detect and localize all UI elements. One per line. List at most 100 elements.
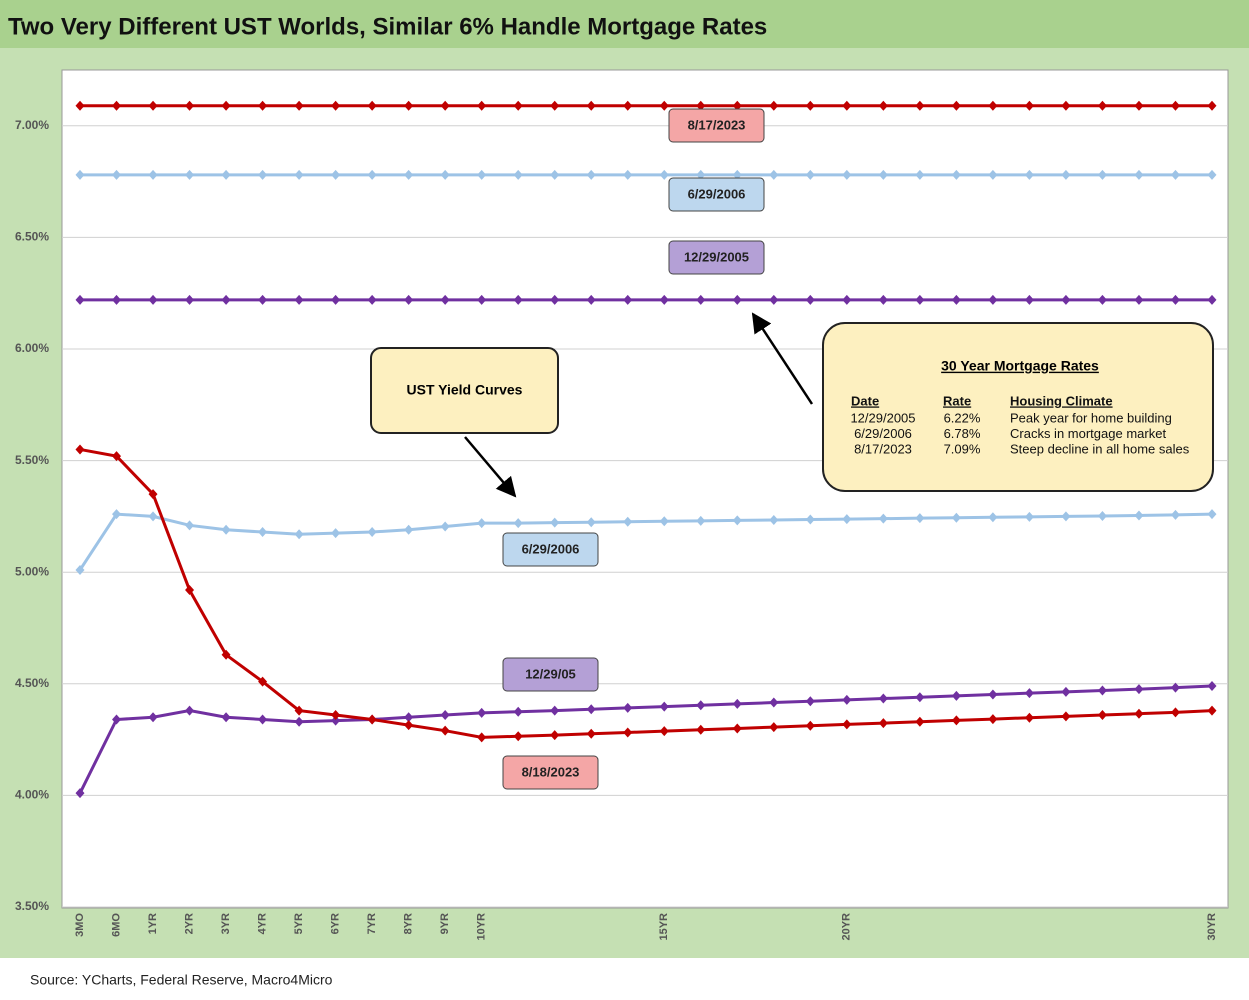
point-marker [221,100,231,111]
point-marker [623,702,633,713]
x-tick-label: 3MO [74,913,86,937]
point-marker [586,169,596,180]
point-marker [988,100,998,111]
point-marker [75,169,85,180]
point-marker [623,100,633,111]
point-marker [550,294,560,305]
point-marker [221,712,231,723]
point-marker [878,100,888,111]
point-marker [75,444,85,455]
point-marker [148,489,158,500]
point-marker [623,727,633,738]
point-marker [988,294,998,305]
series-line [79,447,1213,739]
point-marker [1170,682,1180,693]
point-marker [112,100,122,111]
series-label: 12/29/05 [525,666,576,681]
point-marker [331,169,341,180]
point-marker [367,100,377,111]
point-marker [367,169,377,180]
point-marker [112,714,122,725]
point-marker [878,513,888,524]
series-label-box [502,657,599,692]
point-marker [1024,294,1034,305]
point-marker [440,169,450,180]
point-marker [258,100,268,111]
point-marker [404,524,414,535]
point-marker [842,169,852,180]
point-marker [148,169,158,180]
point-marker [951,512,961,523]
point-marker [185,100,195,111]
series-label-box [668,108,765,143]
point-marker [148,100,158,111]
point-marker [112,509,122,520]
series-line [78,512,1213,571]
point-marker [1024,511,1034,522]
point-marker [477,518,487,529]
point-marker [1097,100,1107,111]
point-marker [878,294,888,305]
series-label-box [502,532,599,567]
info-header: Housing Climate [1010,393,1113,408]
x-tick-label: 1YR [147,913,159,934]
point-marker [550,100,560,111]
point-marker [659,701,669,712]
point-marker [1207,294,1217,305]
point-marker [915,100,925,111]
point-marker [1061,169,1071,180]
point-marker [732,515,742,526]
info-title: 30 Year Mortgage Rates [941,358,1099,374]
point-marker [1097,294,1107,305]
point-marker [331,710,341,721]
point-marker [951,169,961,180]
y-tick-label: 4.50% [15,676,49,690]
point-marker [1170,509,1180,520]
point-marker [1024,100,1034,111]
point-marker [1097,510,1107,521]
point-marker [915,513,925,524]
x-tick-label: 7YR [366,913,378,934]
source: Source: YCharts, Federal Reserve, Macro4… [30,972,333,988]
point-marker [331,715,341,726]
point-marker [915,692,925,703]
point-marker [148,511,158,522]
point-marker [331,528,341,539]
y-tick-label: 7.00% [15,118,49,132]
point-marker [769,169,779,180]
point-marker [915,294,925,305]
point-marker [1061,294,1071,305]
y-tick-label: 5.50% [15,453,49,467]
arrow [464,436,517,498]
point-marker [221,649,231,660]
point-marker [951,690,961,701]
point-marker [805,169,815,180]
point-marker [586,704,596,715]
point-marker [513,100,523,111]
point-marker [951,100,961,111]
point-marker [659,726,669,737]
point-marker [477,100,487,111]
point-marker [1134,294,1144,305]
x-tick-label: 5YR [293,913,305,934]
point-marker [732,294,742,305]
point-marker [732,723,742,734]
x-tick-label: 3YR [220,913,232,934]
point-marker [1024,169,1034,180]
point-marker [185,169,195,180]
point-marker [513,518,523,529]
point-marker [477,732,487,743]
point-marker [1207,169,1217,180]
point-marker [769,722,779,733]
point-marker [696,724,706,735]
point-marker [696,169,706,180]
series-label: 12/29/2005 [684,249,749,264]
info-cell: 6/29/2006 [854,426,912,441]
x-tick-label: 9YR [439,913,451,934]
point-marker [696,515,706,526]
point-marker [1134,169,1144,180]
point-marker [696,700,706,711]
point-marker [951,715,961,726]
point-marker [586,517,596,528]
point-marker [1207,681,1217,692]
